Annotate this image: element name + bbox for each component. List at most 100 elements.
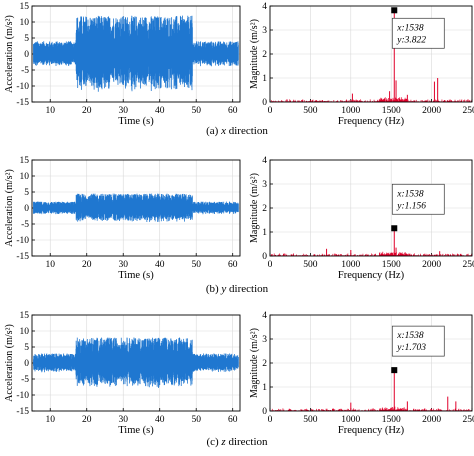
y-tick-label: -5	[21, 375, 29, 385]
x-tick-label: 60	[228, 415, 238, 425]
x-tick-label: 50	[191, 106, 201, 116]
x-tick-label: 10	[45, 106, 55, 116]
x-tick-label: 500	[303, 415, 318, 425]
plot-b-freq: 0500100015002000250043210x:1538y:1.156Fr…	[249, 156, 474, 281]
y-tick-label: 3	[262, 180, 267, 190]
y-tick-label: 4	[262, 311, 267, 321]
y-tick-label: 4	[262, 2, 267, 12]
caption-suffix: direction	[226, 283, 268, 295]
y-tick-label: 0	[262, 407, 267, 417]
y-tick-label: 5	[24, 343, 29, 353]
y-tick-label: 0	[24, 204, 29, 214]
y-tick-label: 1	[262, 383, 267, 393]
y-tick-label: -5	[21, 220, 29, 230]
y-axis-label: Acceleration (m/s²)	[4, 15, 15, 93]
panel-caption: (a) x direction	[206, 125, 268, 137]
peak-marker	[391, 225, 397, 231]
spectrum-noise	[271, 407, 472, 411]
x-tick-label: 0	[268, 106, 273, 116]
caption-prefix: (b)	[206, 283, 222, 295]
x-tick-label: 10	[45, 260, 55, 270]
panel-caption: (c) z direction	[206, 436, 268, 448]
x-tick-label: 20	[82, 106, 92, 116]
y-tick-label: 0	[24, 50, 29, 60]
x-tick-label: 1500	[382, 260, 401, 270]
x-tick-label: 20	[82, 260, 92, 270]
x-tick-label: 50	[191, 260, 201, 270]
x-tick-label: 30	[118, 260, 128, 270]
y-tick-label: -15	[16, 252, 29, 262]
x-axis-label: Frequency (Hz)	[338, 116, 405, 127]
y-axis-label: Acceleration (m/s²)	[4, 324, 15, 402]
x-axis-label: Time (s)	[118, 116, 154, 127]
y-tick-label: 0	[262, 98, 267, 108]
x-tick-label: 20	[82, 415, 92, 425]
x-axis-label: Frequency (Hz)	[338, 270, 405, 281]
caption-suffix: direction	[226, 125, 268, 137]
x-tick-label: 2500	[463, 106, 474, 116]
datatip-y: y:3.822	[396, 35, 426, 45]
x-tick-label: 1000	[341, 415, 360, 425]
y-tick-label: -15	[16, 407, 29, 417]
datatip-y: y:1.156	[396, 201, 426, 211]
x-tick-label: 60	[228, 106, 238, 116]
x-tick-label: 1000	[341, 106, 360, 116]
y-axis-label: Acceleration (m/s²)	[4, 169, 15, 247]
y-tick-label: 1	[262, 74, 267, 84]
y-tick-label: -10	[16, 236, 29, 246]
y-tick-label: 15	[20, 311, 30, 321]
caption-prefix: (a)	[206, 125, 221, 137]
acceleration-series	[33, 194, 238, 222]
x-tick-label: 2500	[463, 260, 474, 270]
plot-a-freq: 0 500 1000 1500 2000 2500 4 3 2 1 0 x:1538 y:3.822 Fr…	[249, 2, 474, 127]
x-tick-label: 0	[268, 260, 273, 270]
y-tick-label: 2	[262, 50, 267, 60]
spectrum-noise	[271, 252, 472, 256]
y-tick-label: 10	[20, 172, 30, 182]
x-tick-label: 1500	[382, 106, 401, 116]
x-tick-label: 500	[303, 260, 318, 270]
x-tick-label: 2500	[463, 415, 474, 425]
caption-suffix: direction	[226, 436, 268, 448]
x-axis-label: Frequency (Hz)	[338, 425, 405, 436]
x-tick-label: 500	[303, 106, 318, 116]
y-tick-label: 0	[24, 359, 29, 369]
y-tick-label: 3	[262, 26, 267, 36]
y-tick-label: 0	[262, 252, 267, 262]
x-tick-label: 1000	[341, 260, 360, 270]
y-tick-label: -10	[16, 391, 29, 401]
y-tick-label: -15	[16, 98, 29, 108]
x-tick-label: 10	[45, 415, 55, 425]
y-tick-label: 3	[262, 335, 267, 345]
y-tick-label: 10	[20, 18, 30, 28]
x-tick-label: 30	[118, 106, 128, 116]
y-tick-label: 2	[262, 204, 267, 214]
x-tick-label: 2000	[422, 415, 441, 425]
x-axis-label: Time (s)	[118, 425, 154, 436]
y-tick-label: 15	[20, 156, 30, 166]
x-tick-label: 2000	[422, 260, 441, 270]
y-axis-label: Magnitude (m/s²)	[249, 173, 260, 243]
y-axis-label: Magnitude (m/s²)	[249, 19, 260, 89]
x-tick-label: 40	[155, 106, 165, 116]
y-tick-label: 2	[262, 359, 267, 369]
x-tick-label: 40	[155, 260, 165, 270]
x-axis-label: Time (s)	[118, 270, 154, 281]
x-tick-label: 0	[268, 415, 273, 425]
panel-caption: (b) y direction	[206, 283, 269, 295]
datatip-x: x:1538	[396, 189, 424, 199]
x-tick-label: 2000	[422, 106, 441, 116]
y-tick-label: 5	[24, 34, 29, 44]
peak-marker	[391, 7, 397, 13]
x-tick-label: 30	[118, 415, 128, 425]
x-tick-label: 1500	[382, 415, 401, 425]
y-axis-label: Magnitude (m/s²)	[249, 328, 260, 398]
y-tick-label: 15	[20, 2, 30, 12]
datatip-x: x:1538	[396, 331, 424, 341]
acceleration-series	[33, 16, 238, 92]
datatip-x: x:1538	[396, 23, 424, 33]
plot-c-freq: 0500100015002000250043210x:1538y:1.703Fr…	[249, 311, 474, 436]
